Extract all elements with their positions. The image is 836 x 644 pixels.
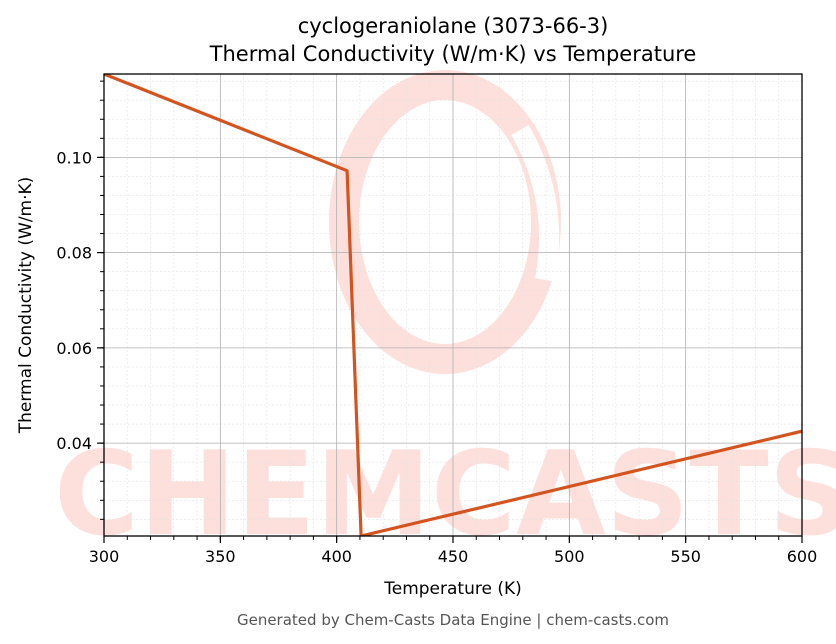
x-axis-label: Temperature (K)	[383, 579, 522, 599]
x-tick-label: 550	[670, 547, 701, 566]
series-layer	[104, 74, 802, 536]
watermark-text: CHEMCASTS	[54, 427, 836, 562]
watermark-logo-icon	[329, 70, 561, 374]
y-axis: 0.04 0.06 0.08 0.10	[56, 80, 104, 520]
watermark: CHEMCASTS	[54, 70, 836, 562]
x-tick-label: 400	[321, 547, 352, 566]
y-tick-label: 0.04	[56, 434, 92, 453]
chart-title-line2: Thermal Conductivity (W/m·K) vs Temperat…	[209, 42, 697, 66]
x-tick-label: 350	[205, 547, 236, 566]
x-tick-label: 500	[554, 547, 585, 566]
x-tick-label: 600	[787, 547, 818, 566]
x-tick-label: 450	[438, 547, 469, 566]
footer-credit: Generated by Chem-Casts Data Engine | ch…	[237, 611, 669, 629]
y-tick-label: 0.08	[56, 244, 92, 263]
y-tick-label: 0.10	[56, 148, 92, 167]
y-tick-label: 0.06	[56, 339, 92, 358]
x-tick-label: 300	[89, 547, 120, 566]
series-line-thermal-conductivity	[104, 74, 802, 536]
x-axis: 300 350 400 450 500 550 600	[89, 536, 818, 566]
chart-title-line1: cyclogeraniolane (3073-66-3)	[298, 14, 609, 38]
y-axis-label: Thermal Conductivity (W/m·K)	[16, 177, 36, 435]
